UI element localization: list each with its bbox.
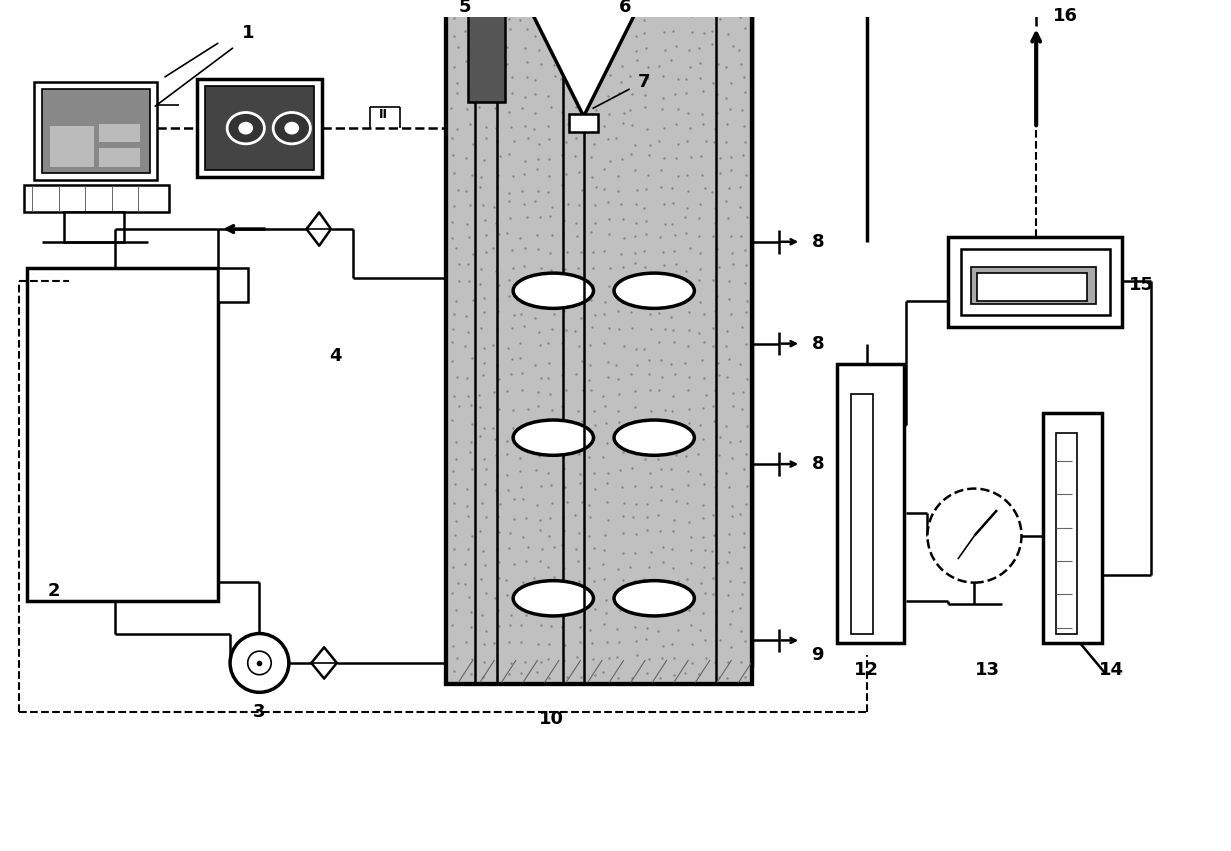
Circle shape — [247, 651, 271, 675]
Ellipse shape — [513, 420, 593, 455]
Bar — [218, 268, 247, 302]
Ellipse shape — [513, 273, 593, 308]
Ellipse shape — [228, 112, 265, 144]
Text: 3: 3 — [254, 703, 266, 721]
Bar — [1043, 414, 1102, 643]
Text: II: II — [378, 108, 388, 121]
Circle shape — [927, 488, 1022, 583]
Ellipse shape — [239, 122, 254, 134]
Bar — [960, 248, 1109, 315]
Bar — [42, 89, 150, 174]
Text: 13: 13 — [975, 660, 1000, 679]
Text: 16: 16 — [1053, 8, 1078, 26]
Text: 4: 4 — [330, 347, 342, 365]
Bar — [1056, 433, 1077, 633]
Bar — [197, 79, 323, 177]
Bar — [446, 3, 752, 684]
Ellipse shape — [273, 112, 310, 144]
Bar — [468, 0, 505, 102]
Text: 14: 14 — [1099, 660, 1124, 679]
Bar — [98, 124, 140, 142]
Ellipse shape — [284, 122, 299, 134]
Text: 1: 1 — [241, 24, 254, 43]
Bar — [970, 267, 1096, 305]
Bar — [27, 268, 218, 602]
Ellipse shape — [513, 580, 593, 616]
Bar — [948, 237, 1123, 327]
Ellipse shape — [614, 273, 694, 308]
Bar — [837, 364, 904, 643]
Polygon shape — [529, 9, 638, 117]
Bar — [204, 86, 314, 170]
Bar — [446, 3, 752, 684]
Ellipse shape — [614, 580, 694, 616]
Bar — [977, 273, 1087, 300]
Text: 7: 7 — [638, 73, 651, 91]
Text: 15: 15 — [1129, 276, 1153, 294]
Bar — [49, 126, 94, 168]
Bar — [34, 82, 156, 180]
Circle shape — [230, 633, 289, 693]
Text: 5: 5 — [459, 0, 471, 15]
Bar — [25, 185, 170, 213]
Text: 10: 10 — [539, 710, 564, 728]
Bar — [851, 393, 873, 633]
Text: 2: 2 — [48, 582, 60, 601]
Text: 8: 8 — [811, 455, 824, 473]
Bar — [64, 213, 124, 242]
Text: 12: 12 — [854, 660, 879, 679]
Text: 9: 9 — [811, 646, 824, 664]
Text: 6: 6 — [618, 0, 632, 15]
Bar — [569, 114, 598, 132]
Text: 8: 8 — [811, 233, 824, 251]
Bar — [98, 148, 140, 168]
Ellipse shape — [614, 420, 694, 455]
Text: 8: 8 — [811, 334, 824, 352]
